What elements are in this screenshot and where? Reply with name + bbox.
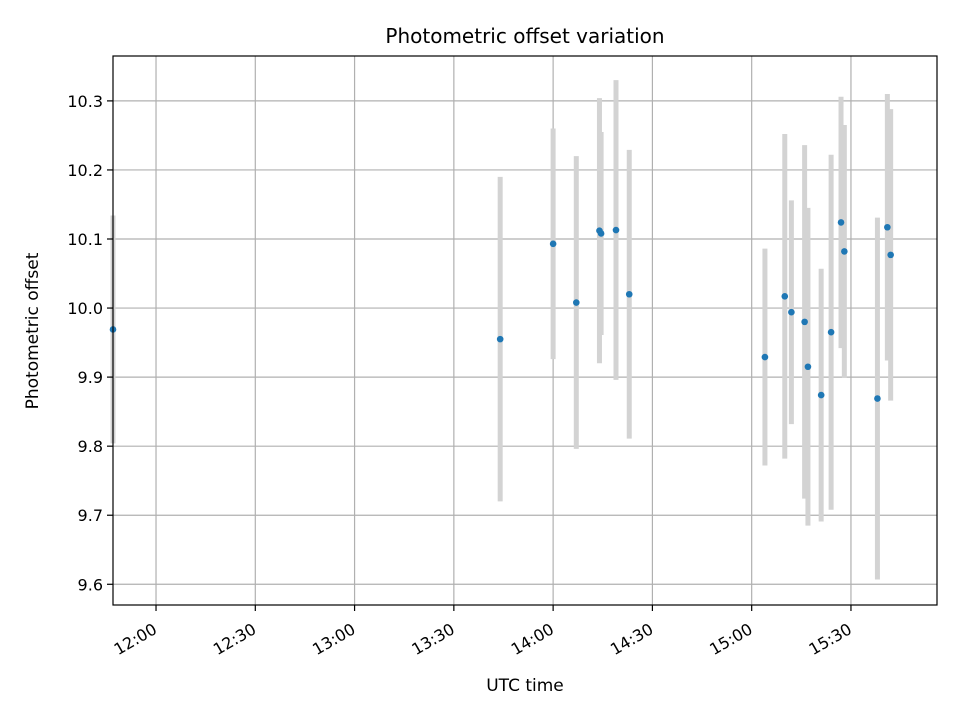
y-tick-label: 10.0 [67, 299, 103, 318]
y-tick-label: 9.9 [78, 368, 103, 387]
chart-title: Photometric offset variation [385, 24, 664, 48]
data-point [788, 308, 795, 316]
y-tick-label: 10.2 [67, 161, 103, 180]
plot-frame [112, 55, 938, 606]
data-point [597, 230, 605, 237]
data-point [887, 251, 894, 259]
data-point [572, 299, 580, 306]
data-point [841, 248, 848, 255]
data-points [109, 219, 894, 402]
y-tick-label: 9.7 [78, 506, 103, 525]
data-point [761, 353, 769, 361]
y-tick-label: 10.3 [67, 92, 103, 111]
x-axis-title: UTC time [486, 676, 564, 696]
data-point [827, 328, 835, 336]
data-point [874, 395, 881, 402]
data-point [549, 240, 557, 248]
data-point [804, 363, 812, 371]
data-point [837, 219, 845, 226]
y-tick-label: 9.6 [78, 575, 103, 594]
y-tick-label: 10.1 [67, 230, 103, 249]
data-point [801, 318, 808, 326]
data-point [625, 290, 633, 298]
data-point [781, 293, 789, 300]
y-axis-title: Photometric offset [23, 252, 43, 409]
y-tick-label: 9.8 [78, 437, 103, 456]
data-point [496, 335, 504, 343]
data-point [612, 226, 620, 234]
data-point [884, 223, 891, 231]
data-point [817, 391, 825, 399]
